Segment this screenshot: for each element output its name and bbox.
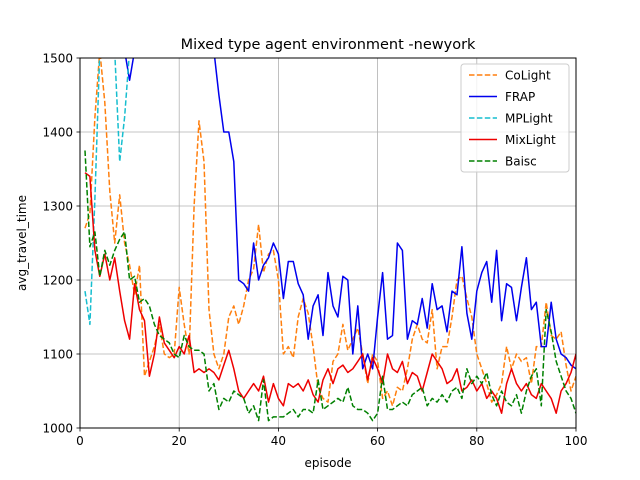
y-axis: 1000 1100 1200 1300 1400 1500 (42, 52, 80, 436)
series-line-mixlight (84, 172, 576, 414)
y-axis-label: avg_travel_time (15, 195, 29, 291)
x-axis: 0 20 40 60 80 100 (76, 428, 587, 448)
y-tick-label: 1100 (42, 348, 73, 362)
legend-label: FRAP (505, 90, 535, 104)
plot-frame (79, 57, 577, 429)
y-tick-label: 1000 (42, 422, 73, 436)
y-tick-label: 1400 (42, 126, 73, 140)
x-tick-label: 0 (76, 434, 84, 448)
x-tick-label: 20 (172, 434, 187, 448)
y-tick-label: 1300 (42, 200, 73, 214)
x-tick-label: 100 (565, 434, 588, 448)
legend-label: MixLight (505, 133, 556, 147)
chart-title: Mixed type agent environment -newyork (181, 37, 476, 53)
legend-box (460, 63, 570, 173)
x-tick-label: 60 (370, 434, 385, 448)
legend: CoLight FRAP MPLight MixLight Baisc (460, 63, 570, 173)
y-tick-label: 1500 (42, 52, 73, 66)
legend-label: Baisc (505, 155, 537, 169)
x-axis-label: episode (305, 456, 352, 470)
legend-label: CoLight (505, 69, 551, 83)
series-line-mplight (84, 58, 130, 326)
x-tick-label: 40 (271, 434, 286, 448)
y-tick-label: 1200 (42, 274, 73, 288)
series-line-baisc (84, 150, 576, 422)
series-group (84, 58, 576, 422)
x-tick-label: 80 (469, 434, 484, 448)
series-line-frap (125, 58, 576, 370)
legend-label: MPLight (505, 112, 553, 126)
